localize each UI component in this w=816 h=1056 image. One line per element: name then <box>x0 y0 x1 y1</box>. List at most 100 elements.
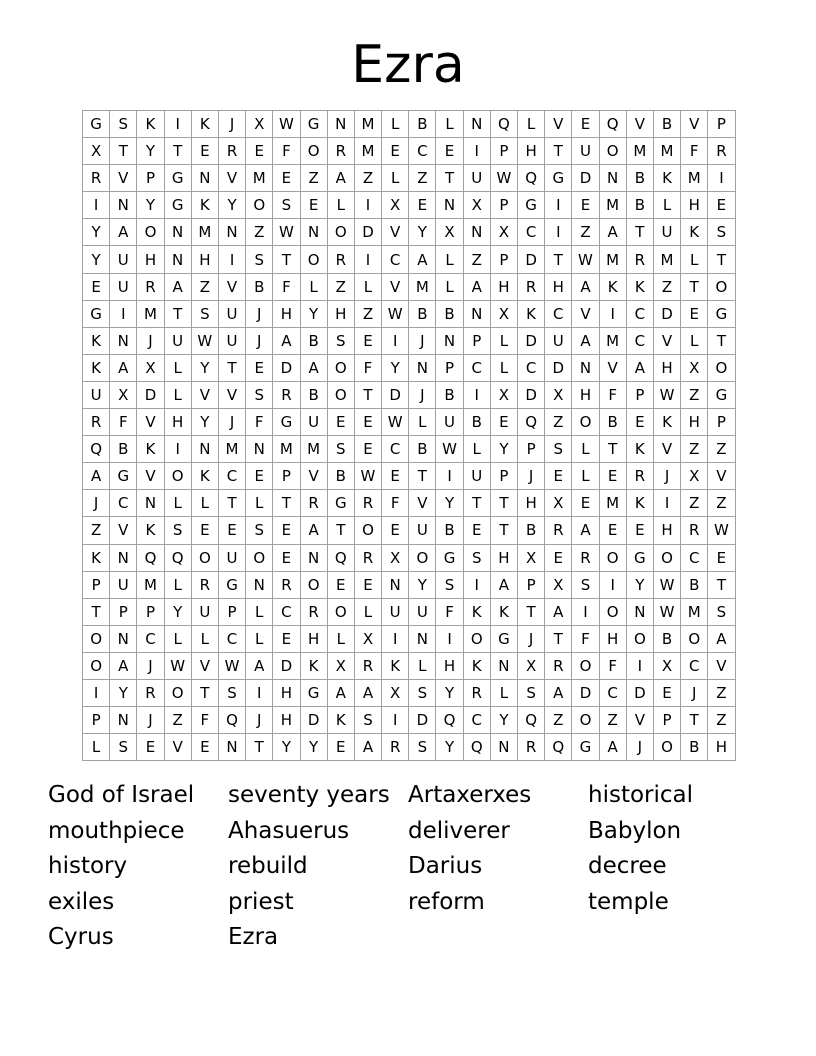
grid-cell: S <box>408 678 437 708</box>
grid-cell: Y <box>408 570 437 599</box>
grid-cell: N <box>245 570 274 599</box>
grid-cell: Z <box>462 245 491 274</box>
grid-cell: K <box>516 299 546 328</box>
grid-cell: Q <box>435 706 464 735</box>
grid-cell: O <box>353 516 383 545</box>
grid-cell: Y <box>299 299 328 328</box>
grid-cell: A <box>544 678 573 708</box>
grid-cell: H <box>272 678 301 708</box>
grid-cell: A <box>109 651 138 680</box>
grid-cell: M <box>353 137 383 166</box>
grid-cell: A <box>571 326 600 355</box>
grid-cell: G <box>217 570 247 599</box>
grid-cell: L <box>326 191 355 220</box>
grid-cell: E <box>81 272 111 301</box>
grid-cell: V <box>136 462 165 491</box>
grid-cell: R <box>299 489 328 518</box>
grid-cell: V <box>544 109 573 139</box>
grid-cell: V <box>680 109 709 139</box>
grid-cell: L <box>163 624 192 653</box>
grid-cell: N <box>190 435 219 464</box>
grid-cell: N <box>190 164 219 193</box>
grid-cell: Q <box>544 733 573 762</box>
grid-cell: G <box>516 191 546 220</box>
grid-cell: E <box>571 489 600 518</box>
grid-cell: G <box>326 489 355 518</box>
grid-cell: V <box>217 272 247 301</box>
word-list-item: mouthpiece <box>48 817 185 844</box>
grid-cell: Q <box>516 706 546 735</box>
grid-cell: L <box>408 408 437 437</box>
grid-cell: F <box>272 272 301 301</box>
word-list-item: rebuild <box>228 853 308 879</box>
grid-cell: Y <box>435 678 464 708</box>
grid-cell: E <box>272 516 301 545</box>
grid-cell: E <box>326 570 355 599</box>
grid-cell: N <box>109 624 138 653</box>
grid-cell: Z <box>353 164 383 193</box>
grid-cell: I <box>217 245 247 274</box>
grid-cell: U <box>109 245 138 274</box>
grid-cell: O <box>326 597 355 626</box>
grid-cell: K <box>136 516 165 545</box>
grid-cell: U <box>109 570 138 599</box>
grid-cell: J <box>217 109 247 139</box>
grid-cell: A <box>299 516 328 545</box>
grid-cell: H <box>652 353 682 382</box>
grid-cell: R <box>326 137 355 166</box>
grid-cell: P <box>109 597 138 626</box>
grid-cell: L <box>435 272 464 301</box>
grid-cell: I <box>163 435 192 464</box>
grid-cell: Z <box>680 380 709 410</box>
grid-cell: X <box>516 543 546 572</box>
grid-cell: C <box>217 462 247 491</box>
grid-cell: Y <box>489 706 519 735</box>
grid-cell: M <box>408 272 437 301</box>
grid-cell: J <box>516 462 546 491</box>
grid-cell: N <box>462 299 491 328</box>
grid-cell: A <box>625 353 654 382</box>
grid-cell: Q <box>326 543 355 572</box>
grid-cell: L <box>190 624 219 653</box>
grid-cell: L <box>435 245 464 274</box>
grid-cell: R <box>326 245 355 274</box>
grid-cell: O <box>652 733 682 762</box>
grid-cell: P <box>136 164 165 193</box>
grid-cell: P <box>272 462 301 491</box>
grid-cell: D <box>272 353 301 382</box>
grid-cell: L <box>245 624 274 653</box>
grid-cell: S <box>544 435 573 464</box>
grid-cell: E <box>299 191 328 220</box>
grid-cell: O <box>326 218 355 247</box>
grid-cell: Z <box>299 164 328 193</box>
grid-cell: I <box>81 678 111 708</box>
grid-cell: E <box>598 516 627 545</box>
grid-cell: W <box>652 380 682 410</box>
grid-cell: I <box>598 570 627 599</box>
grid-cell: Q <box>217 706 247 735</box>
grid-cell: D <box>516 380 546 410</box>
grid-cell: Y <box>381 353 410 382</box>
grid-cell: Q <box>516 164 546 193</box>
grid-cell: S <box>707 218 736 247</box>
grid-cell: G <box>81 299 111 328</box>
word-list-item: seventy years <box>228 782 390 808</box>
grid-cell: B <box>652 624 682 653</box>
grid-cell: T <box>217 489 247 518</box>
grid-cell: L <box>680 326 709 355</box>
grid-cell: T <box>109 137 138 166</box>
grid-cell: D <box>408 706 437 735</box>
grid-cell: Q <box>598 109 627 139</box>
grid-cell: V <box>707 462 736 491</box>
grid-cell: V <box>190 380 219 410</box>
grid-cell: Z <box>163 706 192 735</box>
grid-cell: L <box>489 353 519 382</box>
grid-cell: O <box>136 218 165 247</box>
grid-cell: L <box>81 733 111 762</box>
grid-cell: H <box>707 733 736 762</box>
grid-cell: T <box>245 733 274 762</box>
